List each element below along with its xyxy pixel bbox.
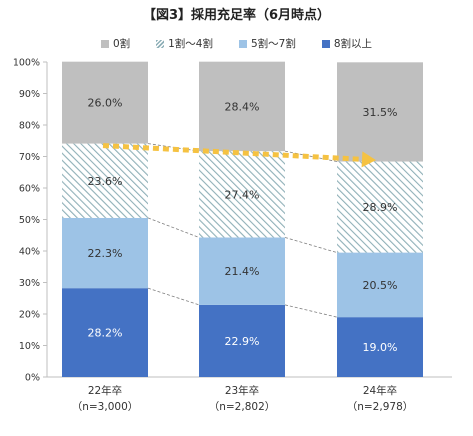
legend-label-zero: 0割 — [112, 38, 131, 50]
legend-item-eight-plus: 8割以上 — [321, 36, 373, 51]
x-category-sublabel: （n=2,802） — [209, 401, 276, 413]
legend-item-zero: 0割 — [100, 36, 131, 51]
connector-line — [147, 217, 200, 238]
data-label-five-to-seven-3: 20.5% — [363, 279, 398, 292]
y-tick-label: 80% — [19, 121, 40, 132]
data-label-five-to-seven-2: 21.4% — [225, 265, 260, 278]
y-tick-label: 100% — [13, 58, 40, 69]
data-label-zero-2: 28.4% — [225, 100, 260, 113]
bar-eight-plus-2 — [199, 304, 285, 377]
x-category-label: 23年卒 — [225, 384, 259, 397]
data-label-eight-plus-1: 28.2% — [88, 327, 123, 340]
y-tick-label: 90% — [19, 89, 40, 100]
y-tick-label: 70% — [19, 152, 40, 163]
y-tick-label: 40% — [19, 247, 40, 258]
data-label-one-to-four-3: 28.9% — [363, 201, 398, 214]
x-category-sublabel: （n=2,978） — [347, 401, 414, 413]
x-category-label: 22年卒 — [88, 384, 122, 397]
legend-swatch-zero — [100, 39, 109, 48]
bar-one-to-four-3 — [337, 161, 423, 253]
y-tick-label: 0% — [25, 373, 40, 384]
connector-line — [284, 237, 338, 253]
bar-five-to-seven-1 — [62, 217, 148, 289]
legend-label-eight-plus: 8割以上 — [333, 38, 373, 50]
legend-item-five-to-seven: 5割～7割 — [239, 36, 296, 51]
legend-item-one-to-four: 1割～4割 — [156, 36, 213, 51]
legend: 0割 1割～4割 5割～7割 8割以上 — [0, 36, 473, 51]
y-tick-label: 10% — [19, 341, 40, 352]
y-tick-label: 50% — [19, 215, 40, 226]
y-tick-label: 60% — [19, 184, 40, 195]
legend-label-five-to-seven: 5割～7割 — [251, 38, 296, 50]
x-category-sublabel: （n=3,000） — [72, 401, 139, 413]
bar-zero-3 — [337, 62, 423, 162]
connector-line — [284, 304, 338, 318]
bar-five-to-seven-2 — [199, 237, 285, 305]
bar-eight-plus-3 — [337, 317, 423, 377]
trend-arrow-shaft — [102, 143, 367, 163]
data-label-eight-plus-2: 22.9% — [225, 335, 260, 348]
bar-one-to-four-1 — [62, 143, 148, 218]
trend-arrow-head — [361, 151, 376, 168]
x-category-label: 24年卒 — [363, 384, 397, 397]
bar-five-to-seven-3 — [337, 252, 423, 318]
data-label-eight-plus-3: 19.0% — [363, 341, 398, 354]
bar-zero-1 — [62, 61, 148, 144]
legend-label-one-to-four: 1割～4割 — [168, 38, 213, 50]
legend-swatch-five-to-seven — [239, 39, 247, 48]
y-tick-label: 30% — [19, 278, 40, 289]
connector-line — [147, 287, 200, 306]
chart-title: 【図3】採用充足率（6月時点） — [142, 8, 331, 23]
data-label-zero-1: 26.0% — [88, 97, 123, 110]
data-label-zero-3: 31.5% — [363, 106, 398, 119]
data-label-one-to-four-2: 27.4% — [225, 188, 260, 201]
bar-one-to-four-2 — [199, 151, 285, 238]
data-label-one-to-four-1: 23.6% — [88, 175, 123, 188]
legend-swatch-eight-plus — [321, 39, 330, 48]
legend-swatch-one-to-four — [156, 39, 165, 48]
y-tick-label: 20% — [19, 310, 40, 321]
connector-line — [284, 150, 338, 162]
bar-zero-2 — [199, 61, 285, 152]
data-label-five-to-seven-1: 22.3% — [88, 247, 123, 260]
bar-eight-plus-1 — [62, 288, 148, 377]
